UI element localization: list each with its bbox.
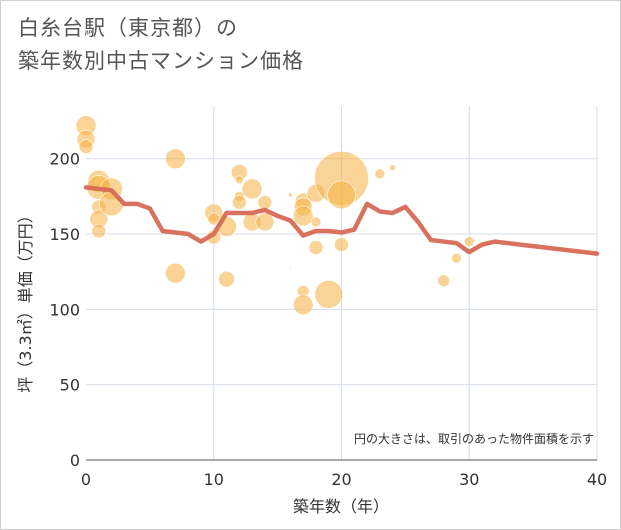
bubble-point xyxy=(78,139,94,154)
title-line-2: 築年数別中古マンション価格 xyxy=(18,49,304,73)
y-tick-label: 150 xyxy=(49,225,80,244)
y-tick-label: 200 xyxy=(49,150,80,169)
x-tick-label: 0 xyxy=(81,470,91,489)
bubble-point xyxy=(292,294,314,316)
bubble-point xyxy=(463,236,475,247)
bubble-point xyxy=(310,216,322,228)
x-tick-label: 40 xyxy=(587,470,607,489)
bubble-point xyxy=(165,148,186,170)
bubble-point xyxy=(99,191,124,217)
bubble-point xyxy=(257,195,273,210)
bubble-point xyxy=(389,164,396,172)
y-axis-label: 坪（3.3㎡）単価（万円） xyxy=(16,207,35,392)
bubble-point xyxy=(327,180,356,210)
grid-lines xyxy=(86,106,598,460)
y-tick-label: 50 xyxy=(60,376,80,395)
bubble-point xyxy=(292,205,314,227)
bubble-point xyxy=(289,267,292,270)
bubble-point xyxy=(241,178,263,200)
y-axis-ticks: 0 50 100 150 200 xyxy=(49,150,80,470)
trend-line xyxy=(83,185,600,256)
chart-title: 白糸台駅（東京都）の 築年数別中古マンション価格 xyxy=(18,12,304,78)
bubble-point xyxy=(91,223,107,239)
bubble-point xyxy=(235,175,244,185)
bubble-point xyxy=(255,212,275,232)
trend-line-layer xyxy=(83,185,600,256)
x-axis-ticks: 0 10 20 30 40 xyxy=(81,470,607,489)
bubble-point xyxy=(437,274,451,288)
bubble-point xyxy=(165,262,186,284)
bubble-point xyxy=(334,237,349,252)
x-tick-label: 10 xyxy=(204,470,224,489)
bubble-size-note: 円の大きさは、取引のあった物件面積を示す xyxy=(354,431,594,446)
bubble-point xyxy=(314,279,344,309)
bubble-point xyxy=(451,252,462,264)
y-tick-label: 0 xyxy=(70,451,80,470)
y-tick-label: 100 xyxy=(49,300,80,319)
x-axis-label: 築年数（年） xyxy=(293,497,389,516)
x-tick-label: 30 xyxy=(459,470,479,489)
x-tick-label: 20 xyxy=(331,470,351,489)
title-line-1: 白糸台駅（東京都）の xyxy=(18,16,238,40)
bubble-point xyxy=(232,195,247,210)
bubble-point xyxy=(308,240,324,255)
bubble-point xyxy=(218,270,235,288)
bubble-point xyxy=(288,192,293,198)
bubble-point xyxy=(374,168,386,180)
